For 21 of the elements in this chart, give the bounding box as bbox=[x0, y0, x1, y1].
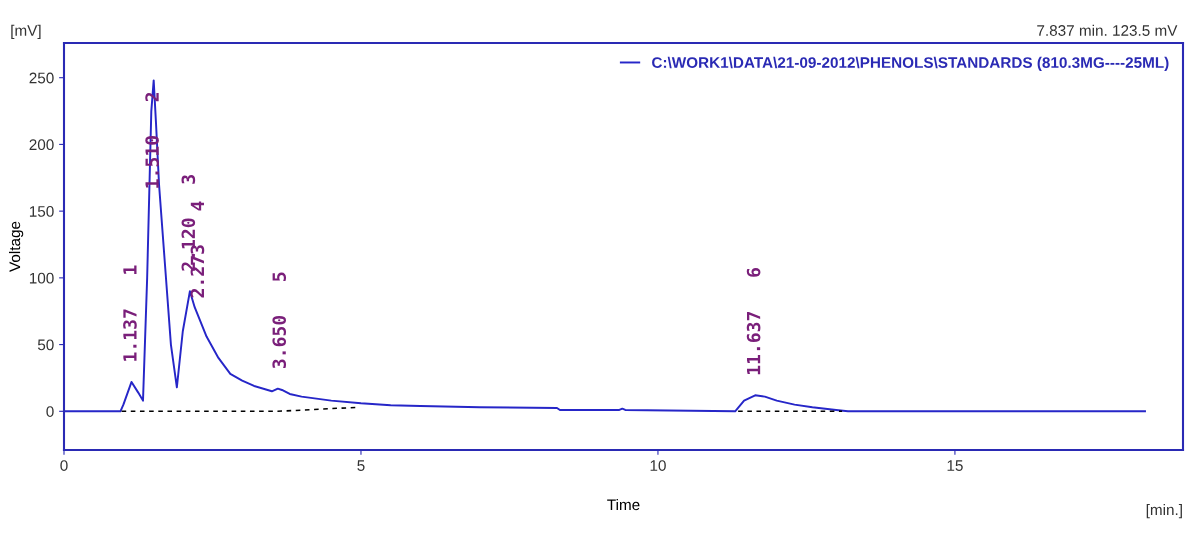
x-tick-label: 0 bbox=[60, 460, 68, 471]
y-tick-label: 50 bbox=[37, 339, 54, 351]
y-tick-label: 150 bbox=[29, 206, 54, 217]
annotation: 11.637 6 bbox=[746, 268, 761, 375]
y-tick-label: 250 bbox=[29, 72, 54, 84]
text: 7.837 min. 123.5 mV bbox=[1037, 24, 1178, 36]
x-tick-label: 15 bbox=[947, 460, 963, 471]
x-tick-label: 10 bbox=[650, 460, 666, 471]
y-tick-label: 200 bbox=[29, 139, 54, 151]
legend-label: C:\WORK1\DATA\21-09-2012\PHENOLS\STANDARDS (810.3MG----25ML) bbox=[652, 56, 1169, 71]
y-axis-title: Voltage bbox=[8, 221, 24, 272]
line-series bbox=[64, 79, 1146, 413]
annotation: 1.510 2 bbox=[145, 92, 159, 188]
text: [min.] bbox=[1146, 503, 1182, 519]
x-axis-title: Time bbox=[607, 498, 640, 511]
text: [mV] bbox=[11, 24, 41, 39]
annotation: 3.650 5 bbox=[272, 272, 287, 369]
y-tick-label: 100 bbox=[29, 272, 54, 284]
x-tick-label: 5 bbox=[357, 460, 365, 471]
annotation: 1.137 1 bbox=[123, 265, 137, 361]
y-tick-label: 0 bbox=[46, 406, 54, 417]
